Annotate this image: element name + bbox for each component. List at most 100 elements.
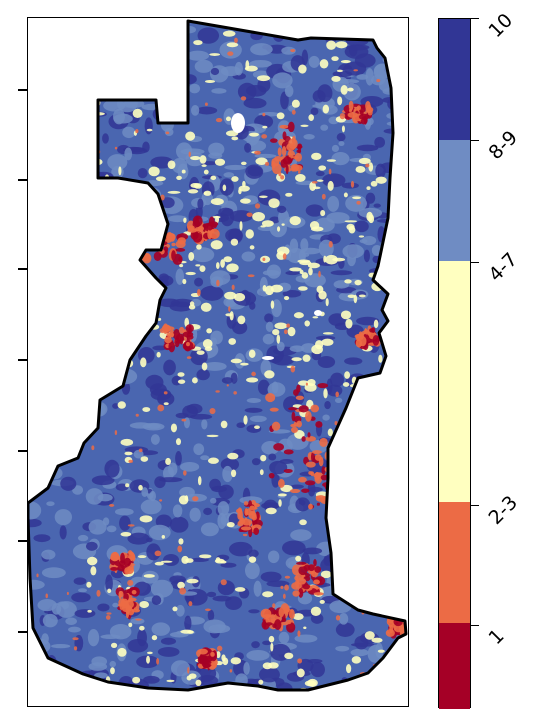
raster-patch [361, 559, 382, 574]
raster-patch [371, 637, 383, 643]
raster-patch [244, 507, 249, 516]
raster-patch [181, 418, 187, 422]
raster-patch [331, 144, 340, 153]
raster-patch [77, 292, 84, 297]
raster-patch [269, 407, 279, 412]
raster-patch [155, 74, 165, 87]
raster-patch [342, 447, 354, 458]
raster-patch [291, 163, 300, 172]
raster-patch [90, 695, 100, 697]
raster-patch [124, 567, 130, 575]
raster-patch [247, 166, 263, 177]
raster-patch [331, 474, 337, 478]
raster-patch [226, 522, 235, 528]
raster-patch [343, 61, 367, 76]
raster-patch [215, 262, 220, 269]
raster-patch [248, 511, 257, 519]
raster-patch [341, 182, 359, 189]
raster-patch [240, 198, 251, 204]
raster-patch [371, 327, 376, 333]
raster-patch [94, 672, 108, 679]
raster-patch [262, 640, 272, 646]
raster-patch [248, 556, 257, 563]
raster-patch [214, 158, 226, 166]
raster-patch [315, 495, 321, 499]
raster-patch [283, 468, 293, 474]
raster-patch [311, 152, 322, 161]
raster-patch [340, 310, 352, 320]
raster-patch [81, 291, 89, 302]
raster-patch [123, 296, 132, 314]
raster-patch [353, 574, 373, 581]
raster-patch [243, 501, 249, 506]
raster-patch [172, 504, 183, 518]
raster-patch [301, 488, 310, 493]
raster-patch [113, 555, 119, 561]
raster-patch [30, 198, 42, 216]
raster-patch [110, 45, 121, 50]
raster-patch [230, 372, 238, 384]
raster-patch [370, 524, 374, 529]
raster-patch [220, 259, 225, 268]
raster-patch [196, 350, 205, 355]
raster-patch [59, 166, 76, 181]
raster-patch [163, 402, 169, 406]
raster-patch [319, 59, 329, 69]
raster-patch [123, 557, 132, 567]
raster-patch [177, 237, 186, 245]
raster-patch [91, 363, 114, 377]
raster-patch [244, 561, 260, 580]
raster-patch [234, 61, 244, 76]
raster-patch [245, 229, 254, 239]
raster-patch [34, 320, 40, 326]
legend-swatch-5 [439, 622, 470, 709]
raster-patch [231, 136, 239, 141]
raster-patch [390, 671, 406, 689]
raster-patch [50, 643, 71, 649]
raster-patch [268, 198, 280, 209]
raster-patch [295, 395, 304, 400]
raster-patch [353, 294, 358, 304]
raster-patch [321, 193, 326, 200]
raster-patch [45, 275, 58, 285]
raster-patch [178, 326, 185, 334]
raster-patch [344, 371, 351, 379]
raster-patch [332, 465, 339, 470]
legend-tick [471, 262, 479, 264]
raster-patch [277, 147, 282, 157]
raster-patch [165, 457, 171, 465]
raster-patch [87, 628, 100, 647]
raster-patch [212, 595, 232, 602]
raster-patch [385, 519, 399, 537]
raster-patch [266, 264, 282, 279]
raster-patch [199, 155, 207, 164]
raster-patch [138, 70, 160, 79]
raster-patch [262, 257, 266, 262]
raster-patch [376, 40, 392, 47]
raster-patch [359, 336, 367, 347]
raster-patch [61, 338, 79, 343]
raster-patch [260, 608, 272, 619]
raster-patch [334, 420, 338, 426]
raster-patch [375, 602, 395, 608]
raster-patch [142, 407, 151, 412]
raster-patch [85, 488, 104, 505]
raster-patch [382, 549, 390, 564]
raster-patch [253, 527, 260, 536]
raster-patch [179, 264, 184, 268]
raster-patch [296, 384, 301, 393]
raster-patch [41, 549, 56, 560]
raster-patch [280, 621, 289, 626]
raster-patch [240, 161, 247, 166]
raster-patch [399, 552, 406, 566]
raster-patch [298, 405, 309, 413]
raster-patch [29, 252, 35, 255]
raster-patch [69, 201, 94, 215]
raster-patch [128, 459, 134, 463]
raster-patch [259, 469, 264, 476]
raster-patch [298, 587, 304, 598]
raster-patch [225, 116, 231, 122]
raster-patch [74, 609, 96, 618]
raster-patch [310, 107, 319, 116]
raster-patch [326, 159, 336, 162]
